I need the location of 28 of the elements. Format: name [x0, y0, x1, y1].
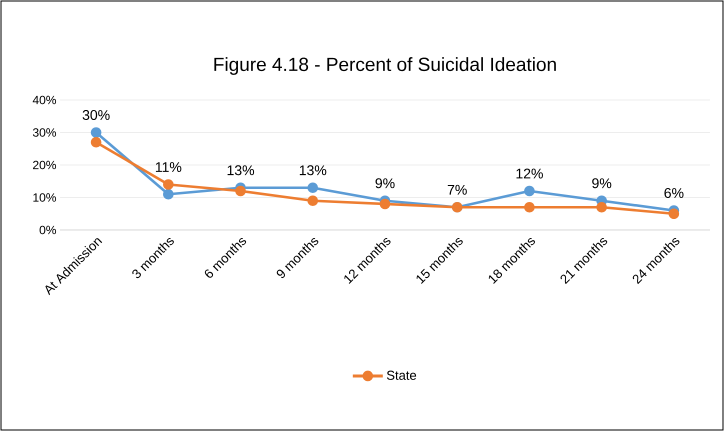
point	[307, 195, 318, 206]
point	[90, 136, 102, 148]
y-tick-label: 0%	[40, 226, 56, 234]
point	[163, 188, 174, 200]
point	[235, 186, 246, 196]
point	[596, 202, 607, 213]
data-label: 30%	[82, 110, 110, 120]
data-label: 11%	[156, 162, 182, 172]
point	[524, 186, 535, 196]
point	[524, 202, 535, 213]
point	[668, 208, 680, 220]
data-label: 13%	[300, 165, 326, 176]
y-tick-label: 20%	[33, 160, 56, 170]
data-label: 9%	[376, 178, 395, 188]
data-label: 12%	[516, 168, 543, 178]
data-label: 9%	[592, 178, 612, 188]
point	[90, 127, 102, 138]
data-label: 13%	[228, 165, 254, 176]
legend-label: State	[386, 370, 416, 380]
chart-title: Figure 4.18 - Percent of Suicidal Ideation	[214, 57, 556, 75]
point	[307, 182, 318, 194]
data-label: 7%	[448, 184, 467, 195]
y-tick-label: 30%	[32, 128, 56, 137]
point	[163, 179, 174, 190]
y-tick-label: 10%	[33, 193, 56, 202]
data-label: 6%	[664, 188, 684, 198]
point	[380, 198, 390, 210]
y-tick-label: 40%	[32, 96, 56, 104]
